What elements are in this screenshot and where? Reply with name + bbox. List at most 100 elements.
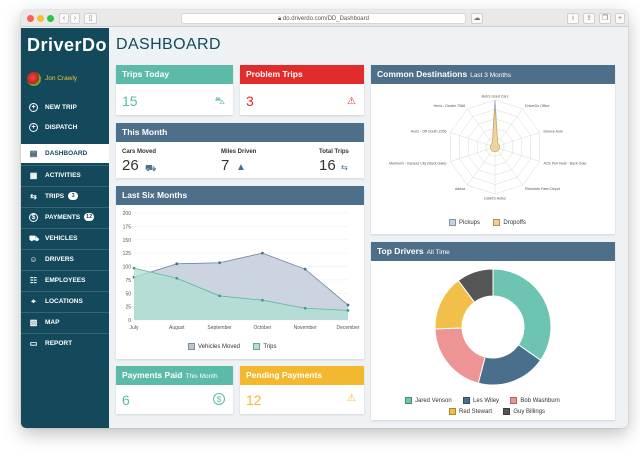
radar-spoke bbox=[494, 146, 523, 186]
nav-dispatch[interactable]: + DISPATCH bbox=[21, 118, 109, 137]
user-profile[interactable]: Jon Crawly bbox=[27, 72, 77, 86]
radar-spoke bbox=[494, 132, 540, 148]
data-point bbox=[218, 294, 221, 298]
payments-count-badge: 12 bbox=[84, 213, 95, 222]
card-header: This Month bbox=[116, 123, 364, 142]
nav-label: ACTIVITIES bbox=[45, 172, 81, 179]
sidebar-toggle-icon[interactable]: ▯ bbox=[84, 13, 97, 24]
nav-trips[interactable]: ⇆ TRIPS 3 bbox=[21, 186, 109, 205]
minimize-window-button[interactable] bbox=[37, 15, 44, 22]
nav-dashboard[interactable]: ▤ DASHBOARD bbox=[21, 144, 109, 163]
radar-spoke bbox=[494, 146, 540, 162]
nav-locations[interactable]: ⌖ LOCATIONS bbox=[21, 291, 109, 310]
payments-paid-card[interactable]: Payments Paid This Month 6 $ bbox=[116, 366, 233, 414]
card-header: Payments Paid This Month bbox=[116, 366, 233, 385]
nav-label: PAYMENTS bbox=[45, 214, 81, 221]
x-tick-label: September bbox=[207, 325, 232, 331]
radar-spoke bbox=[494, 108, 523, 148]
data-point bbox=[261, 298, 264, 302]
info-icon[interactable]: i bbox=[567, 13, 579, 24]
radar-axis-label: Manheim - Kansas City (Back Gate) bbox=[389, 161, 446, 165]
car-icon: ⛍ bbox=[214, 96, 225, 107]
address-bar[interactable]: 🔒︎ do.driverdo.com/DD_Dashboard bbox=[181, 13, 466, 24]
x-tick-label: July bbox=[130, 325, 139, 331]
legend-label: Pickups bbox=[459, 220, 481, 227]
close-window-button[interactable] bbox=[27, 15, 34, 22]
data-point bbox=[132, 266, 136, 270]
y-tick-label: 200 bbox=[123, 211, 132, 217]
url-text: do.driverdo.com/DD_Dashboard bbox=[282, 16, 369, 22]
problem-trips-card[interactable]: Problem Trips 3 ⚠ bbox=[240, 65, 364, 115]
radar-axis-label: DriverDo Office bbox=[525, 104, 550, 108]
dollar-icon: $ bbox=[29, 213, 38, 222]
y-tick-label: 50 bbox=[125, 291, 131, 297]
user-name: Jon Crawly bbox=[45, 75, 78, 82]
legend-label: Bob Washburn bbox=[520, 398, 560, 405]
radar-axis-label: Bob's Used Cars bbox=[482, 95, 509, 99]
radar-axis-label: Adesa bbox=[455, 187, 465, 191]
cloud-icon[interactable]: ☁ bbox=[471, 13, 483, 24]
browser-toolbar: ‹ › ▯ 🔒︎ do.driverdo.com/DD_Dashboard ☁ … bbox=[21, 10, 628, 27]
dollar-icon: $ bbox=[213, 393, 225, 405]
miles-driven-label: Miles Driven bbox=[221, 149, 257, 155]
legend-swatch bbox=[463, 397, 471, 404]
radar-axis-label: ACE Pull Heat - Back Gate bbox=[544, 161, 587, 165]
nav-report[interactable]: ▭ REPORT bbox=[21, 333, 109, 352]
card-subtitle: This Month bbox=[185, 373, 218, 380]
x-tick-label: November bbox=[294, 325, 317, 331]
avatar bbox=[27, 72, 41, 86]
radar-axis-label: Deluxe Auto bbox=[544, 130, 563, 134]
chart-legend: Vehicles Moved Trips bbox=[188, 343, 277, 350]
brand-name: DriverDo bbox=[27, 35, 108, 55]
legend-label: Red Stewart bbox=[459, 409, 493, 416]
nav-vehicles[interactable]: ⛟ VEHICLES bbox=[21, 228, 109, 247]
card-subtitle: Last 3 Months bbox=[470, 72, 512, 79]
y-tick-label: 125 bbox=[123, 251, 132, 257]
legend-label: Guy Billings bbox=[513, 409, 546, 416]
share-icon[interactable]: ⇪ bbox=[583, 13, 595, 24]
nav-payments[interactable]: $ PAYMENTS 12 bbox=[21, 207, 109, 226]
nav-drivers[interactable]: ☺ DRIVERS bbox=[21, 249, 109, 268]
cars-moved-value: 26 bbox=[122, 157, 139, 174]
page-title: DASHBOARD bbox=[116, 36, 221, 53]
common-destinations-card: Common Destinations Last 3 Months Bob's U… bbox=[371, 65, 615, 234]
legend-swatch bbox=[449, 408, 456, 415]
card-title: Trips Today bbox=[122, 69, 170, 79]
radar-series-2 bbox=[490, 109, 500, 153]
back-arrow-icon[interactable]: ‹ bbox=[59, 13, 69, 24]
tabs-icon[interactable]: ❐ bbox=[599, 13, 611, 24]
brand-logo[interactable]: DriverDo bbox=[27, 35, 107, 56]
series-line-2 bbox=[133, 267, 349, 311]
nav-label: MAP bbox=[45, 319, 60, 326]
maximize-window-button[interactable] bbox=[47, 15, 54, 22]
radar-axis-label: David's Autos bbox=[484, 197, 506, 201]
miles-driven-value: 7 bbox=[221, 157, 230, 174]
total-trips-value: 16 bbox=[319, 157, 336, 174]
radar-spoke bbox=[467, 108, 496, 148]
card-title: Problem Trips bbox=[246, 69, 303, 79]
vehicle-icon: ⛟ bbox=[29, 234, 40, 243]
add-tab-icon[interactable]: + bbox=[615, 13, 625, 24]
data-point bbox=[303, 306, 307, 310]
nav-new-trip[interactable]: + NEW TRIP bbox=[21, 98, 109, 117]
data-point bbox=[303, 267, 307, 271]
top-drivers-card: Top Drivers All Time Jared Venson Les Wil… bbox=[371, 242, 615, 420]
forward-arrow-icon[interactable]: › bbox=[70, 13, 80, 24]
donut-slice bbox=[492, 268, 552, 361]
nav-activities[interactable]: ▦ ACTIVITIES bbox=[21, 165, 109, 184]
nav-employees[interactable]: ☷ EMPLOYEES bbox=[21, 270, 109, 289]
total-trips-label: Total Trips bbox=[319, 149, 349, 155]
legend-swatch bbox=[405, 397, 412, 404]
nav-label: TRIPS bbox=[45, 193, 65, 200]
x-tick-label: October bbox=[254, 325, 272, 331]
drivers-icon: ☺ bbox=[29, 255, 38, 264]
card-subtitle: All Time bbox=[426, 249, 450, 256]
nav-label: DASHBOARD bbox=[45, 150, 88, 157]
trips-today-card[interactable]: Trips Today 15 ⛍ bbox=[116, 65, 233, 115]
chart-legend: Jared Venson Les Wiley Bob Washburn bbox=[405, 397, 560, 404]
nav-map[interactable]: ▧ MAP bbox=[21, 312, 109, 331]
pending-payments-card[interactable]: Pending Payments 12 ⚠ bbox=[240, 366, 364, 414]
activities-icon: ▦ bbox=[29, 171, 38, 180]
legend-swatch bbox=[493, 219, 501, 226]
